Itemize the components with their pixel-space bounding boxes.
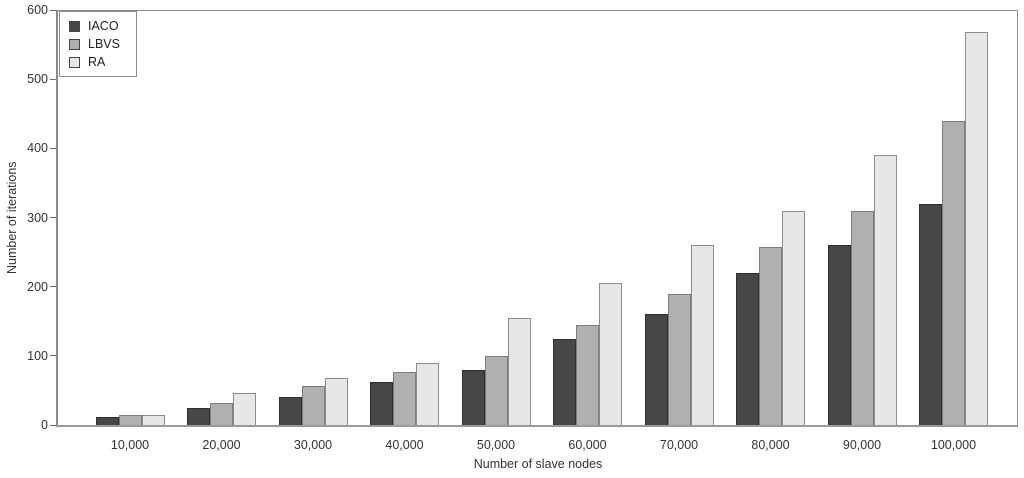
bar-ra [690,245,714,425]
x-axis-title: Number of slave nodes [473,457,603,471]
y-tick-mark [50,355,56,357]
bar-group [644,10,714,425]
bar-iaco [919,203,942,425]
bar-group [461,10,531,425]
legend: IACO LBVS RA [59,11,137,77]
bar-ra [324,377,348,425]
bar-ra [416,363,439,425]
bar-lbvs [210,402,233,425]
legend-swatch-icon [69,56,80,68]
y-tick-label: 600 [27,3,48,17]
legend-label: RA [88,55,106,69]
bar-iaco [461,369,485,425]
y-tick-label: 300 [27,210,48,225]
bar-group [736,10,805,425]
y-tick-mark [50,424,56,426]
bar-group [95,10,165,425]
bar-lbvs [759,246,782,425]
y-tick-label: 100 [27,348,48,363]
bar-ra [599,283,622,425]
x-tick-label: 20,000 [202,438,241,452]
bar-iaco [827,245,851,425]
bar-ra [507,317,531,425]
x-tick-label: 50,000 [476,438,516,452]
plot-border-top [58,10,1018,11]
y-tick-mark [50,9,56,11]
bar-lbvs [118,415,142,425]
bar-iaco [644,314,668,425]
bar-iaco [278,397,302,425]
legend-item-ra: RA [69,55,120,69]
y-tick-label: 500 [27,72,48,87]
bar-lbvs [393,371,416,425]
bar-group [919,10,988,425]
bar-group [827,10,897,425]
bar-iaco [187,407,210,425]
bar-ra [782,210,805,425]
bar-lbvs [942,120,965,425]
y-tick-label: 0 [41,418,48,432]
y-tick-label: 400 [27,141,48,156]
y-tick-mark [50,217,56,218]
x-tick-label: 70,000 [659,438,699,452]
x-tick-label: 100,000 [930,438,977,452]
bar-lbvs [484,355,508,425]
x-axis-line [56,425,1018,427]
x-tick-label: 40,000 [385,438,424,452]
x-tick-label: 90,000 [842,438,882,452]
bar-ra [965,32,988,425]
bar-iaco [370,382,393,425]
y-tick-mark [50,78,56,80]
legend-label: IACO [88,19,119,33]
bar-group [553,10,622,425]
legend-swatch-icon [69,38,80,50]
legend-label: LBVS [88,37,120,51]
x-tick-label: 60,000 [568,438,607,452]
bar-iaco [736,272,759,425]
legend-item-lbvs: LBVS [69,37,120,51]
bar-iaco [553,338,576,425]
x-tick-label: 10,000 [110,438,150,452]
bar-lbvs [576,324,599,425]
bar-ra [233,393,256,425]
bar-ra [141,414,165,425]
plot-area [58,10,1017,425]
y-axis-line [56,10,58,427]
y-tick-mark [50,147,56,149]
bar-ra [873,155,897,425]
legend-item-iaco: IACO [69,19,120,33]
x-tick-label: 80,000 [751,438,790,452]
y-tick-mark [50,286,56,288]
bar-group [278,10,348,425]
bar-lbvs [850,210,874,425]
bar-group [370,10,439,425]
bar-iaco [95,416,119,425]
bar-lbvs [667,293,691,425]
plot-border-right [1017,10,1018,426]
legend-swatch-icon [69,20,80,32]
bar-lbvs [301,386,325,425]
y-tick-label: 200 [27,279,48,294]
bar-group [187,10,256,425]
x-tick-label: 30,000 [293,438,333,452]
